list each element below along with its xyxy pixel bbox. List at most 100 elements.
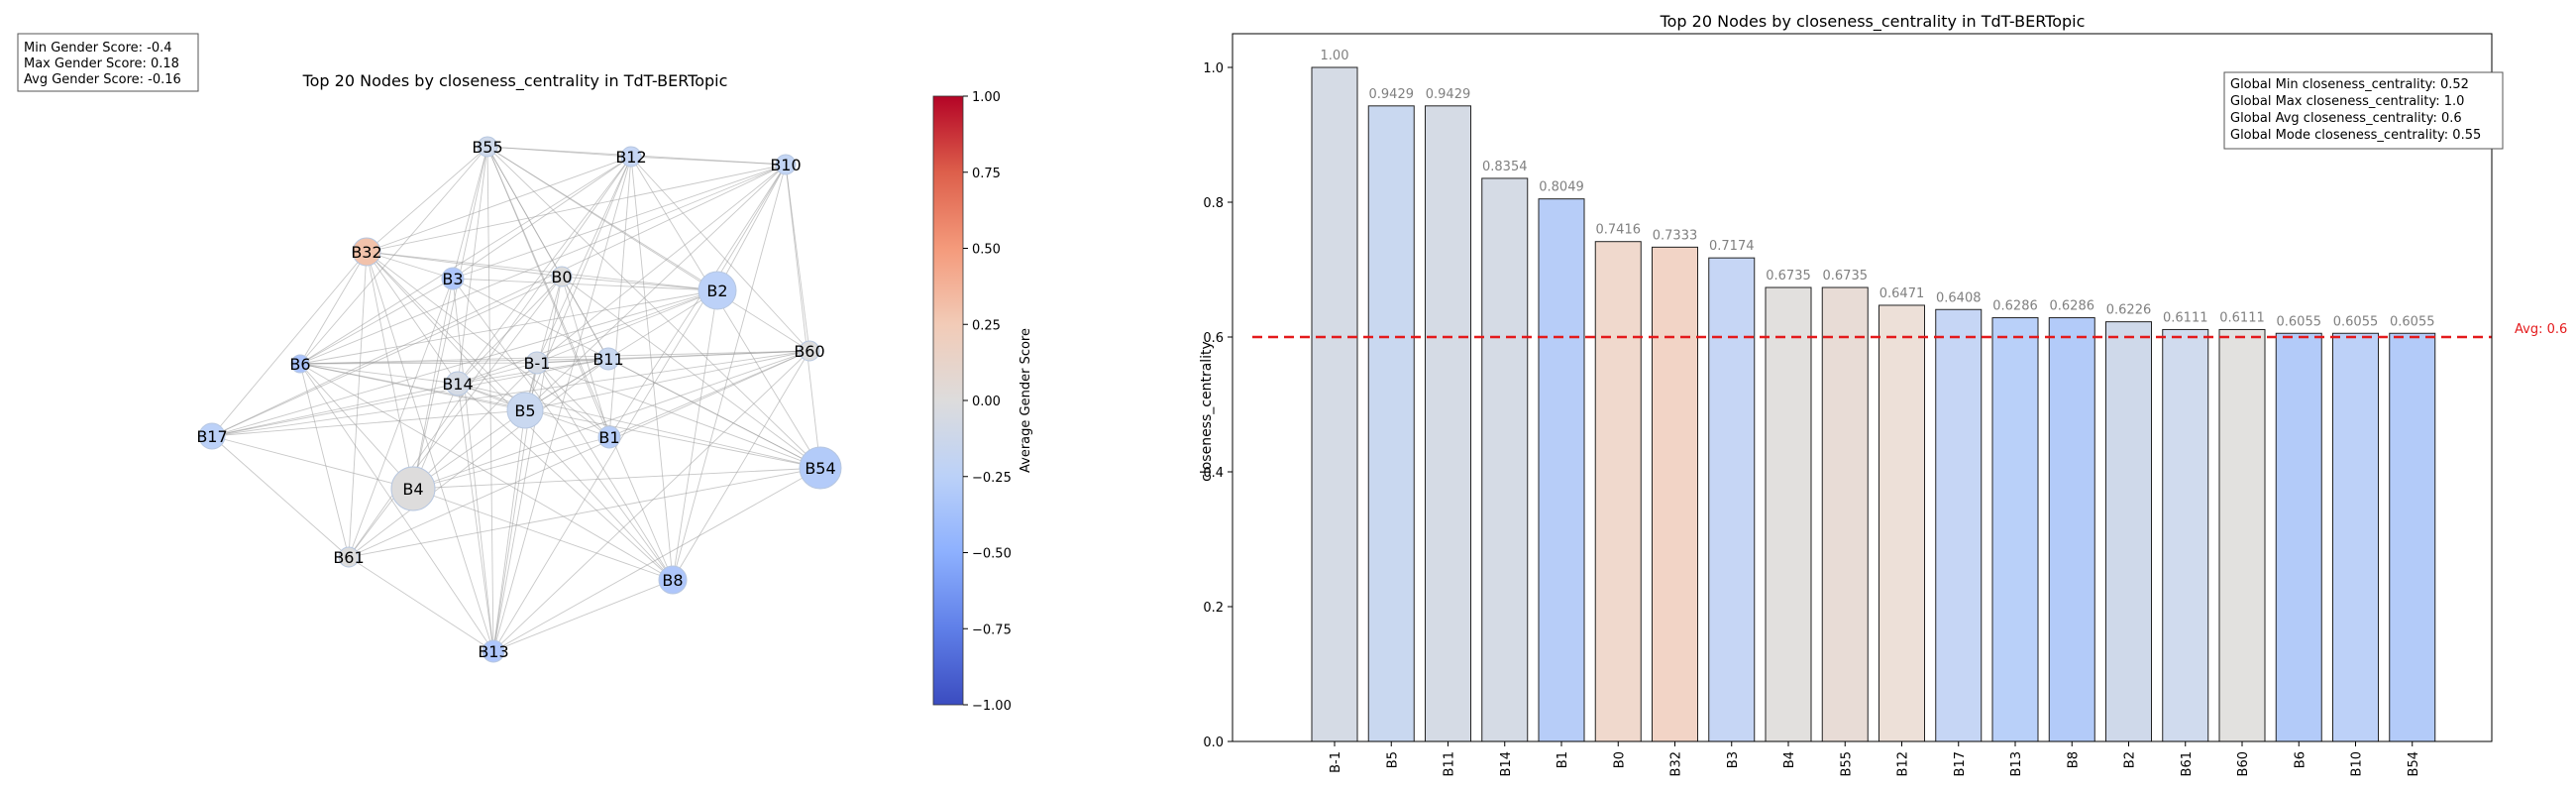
- bar-value-label: 0.8049: [1539, 180, 1584, 195]
- network-edge: [561, 276, 821, 469]
- y-tick-label: 0.2: [1203, 601, 1224, 616]
- network-edge: [211, 164, 787, 437]
- network-nodes: B55 B12 B10 B32 B3 B0 B2 B6 B-1 B11 B60 B14 B5 B17 B1 B…: [196, 136, 842, 663]
- bar-b10: [2332, 332, 2379, 742]
- network-edge: [561, 276, 609, 360]
- network-edge: [457, 276, 563, 385]
- x-tick-label: B32: [1669, 751, 1684, 776]
- network-edge: [630, 156, 810, 352]
- network-edge: [492, 164, 787, 652]
- x-tick-label: B4: [1782, 751, 1797, 768]
- network-edge: [457, 156, 632, 385]
- network-node-label: B6: [289, 355, 310, 374]
- network-node-b6: [290, 354, 310, 374]
- bar-b61: [2162, 328, 2209, 742]
- network-node-b17: [198, 422, 226, 450]
- y-tick-label: 1.0: [1203, 61, 1224, 76]
- network-node-label: B61: [333, 548, 364, 567]
- network-edge: [412, 488, 674, 581]
- network-edge: [366, 251, 494, 652]
- bar-value-label: 0.9429: [1369, 87, 1415, 102]
- network-node-b10: [775, 154, 797, 175]
- bar-value-label: 0.6111: [2219, 310, 2265, 325]
- bar-value-label: 0.8354: [1482, 160, 1528, 174]
- bar-value-label: 0.6286: [2050, 299, 2095, 314]
- bar-value-label: 0.6055: [2277, 314, 2322, 329]
- network-node-b12: [620, 146, 642, 168]
- bar-value-label: 0.6735: [1823, 269, 1869, 283]
- gender-stat-max: Max Gender Score: 0.18: [24, 57, 179, 71]
- network-node-label: B-1: [524, 354, 551, 373]
- bar-b2: [2105, 321, 2152, 742]
- y-tick-label: 0.0: [1203, 736, 1224, 750]
- network-edge: [211, 350, 810, 437]
- bar-b-1: [1311, 66, 1358, 742]
- network-edge: [299, 363, 494, 652]
- network-node-b1: [597, 425, 621, 449]
- network-node-label: B10: [770, 156, 801, 174]
- network-node-b0: [551, 266, 573, 287]
- network-edge: [524, 276, 563, 411]
- network-edge: [412, 436, 610, 490]
- bar-value-label: 0.6226: [2106, 303, 2152, 318]
- bar-b3: [1708, 257, 1756, 742]
- colorbar-tick-label: 0.25: [972, 318, 1001, 333]
- network-edge: [299, 251, 368, 365]
- network-node-label: B4: [402, 480, 423, 499]
- colorbar-tick-label: 0.00: [972, 395, 1001, 409]
- bar-value-label: 0.7174: [1709, 239, 1755, 254]
- colorbar-label: Average Gender Score: [1019, 328, 1033, 473]
- x-tick-label: B11: [1443, 751, 1457, 776]
- network-edge: [348, 350, 810, 558]
- network-edge: [607, 350, 810, 360]
- network-edge: [366, 251, 718, 291]
- network-node-label: B2: [706, 282, 727, 300]
- network-edge: [348, 358, 609, 558]
- bar-b5: [1367, 105, 1415, 742]
- network-edge: [366, 251, 454, 280]
- bar-chart-panel: Top 20 Nodes by closeness_centrality in …: [1199, 12, 2567, 776]
- x-tick-label: B12: [1896, 751, 1911, 776]
- bar-b54: [2389, 332, 2436, 742]
- bar-b60: [2218, 328, 2266, 742]
- network-node-label: B54: [805, 459, 835, 478]
- bar-b13: [1991, 317, 2039, 742]
- colorbar-tick-label: 0.75: [972, 167, 1001, 181]
- network-node-label: B13: [478, 642, 508, 661]
- network-edge: [536, 362, 674, 581]
- network-edge: [412, 350, 810, 490]
- x-tick-label: B8: [2066, 751, 2081, 768]
- network-edge: [486, 146, 821, 469]
- network-panel: Min Gender Score: -0.4 Max Gender Score:…: [17, 33, 1033, 714]
- network-node-b-1: [525, 351, 549, 375]
- network-edge: [299, 350, 810, 365]
- network-edge: [492, 467, 821, 652]
- network-edge: [536, 289, 718, 364]
- network-edge: [412, 362, 538, 490]
- network-title: Top 20 Nodes by closeness_centrality in …: [302, 71, 728, 91]
- network-edge: [672, 350, 810, 581]
- network-edge: [366, 251, 610, 438]
- colorbar-tick-label: 0.50: [972, 243, 1001, 258]
- bar-b17: [1935, 308, 1983, 742]
- y-tick-label: 0.6: [1203, 331, 1224, 346]
- network-edge: [299, 278, 454, 365]
- network-node-label: B8: [662, 571, 683, 590]
- x-tick-label: B17: [1953, 751, 1968, 776]
- x-tick-label: B6: [2293, 751, 2308, 768]
- network-node-label: B0: [551, 268, 572, 286]
- network-node-label: B3: [442, 270, 463, 288]
- closeness-stat-max: Global Max closeness_centrality: 1.0: [2230, 94, 2464, 109]
- bar-value-label: 1.00: [1321, 49, 1349, 63]
- network-edge: [211, 276, 563, 437]
- bar-value-label: 0.6408: [1936, 290, 1982, 305]
- colorbar-tick-label: −0.25: [972, 471, 1012, 486]
- bar-value-label: 0.6055: [2390, 314, 2435, 329]
- network-edge: [211, 409, 526, 437]
- bar-value-label: 0.6111: [2163, 310, 2208, 325]
- closeness-stat-min: Global Min closeness_centrality: 0.52: [2230, 77, 2469, 92]
- network-edge: [457, 383, 674, 581]
- x-tick-label: B13: [2009, 751, 2024, 776]
- bar-b32: [1652, 246, 1698, 742]
